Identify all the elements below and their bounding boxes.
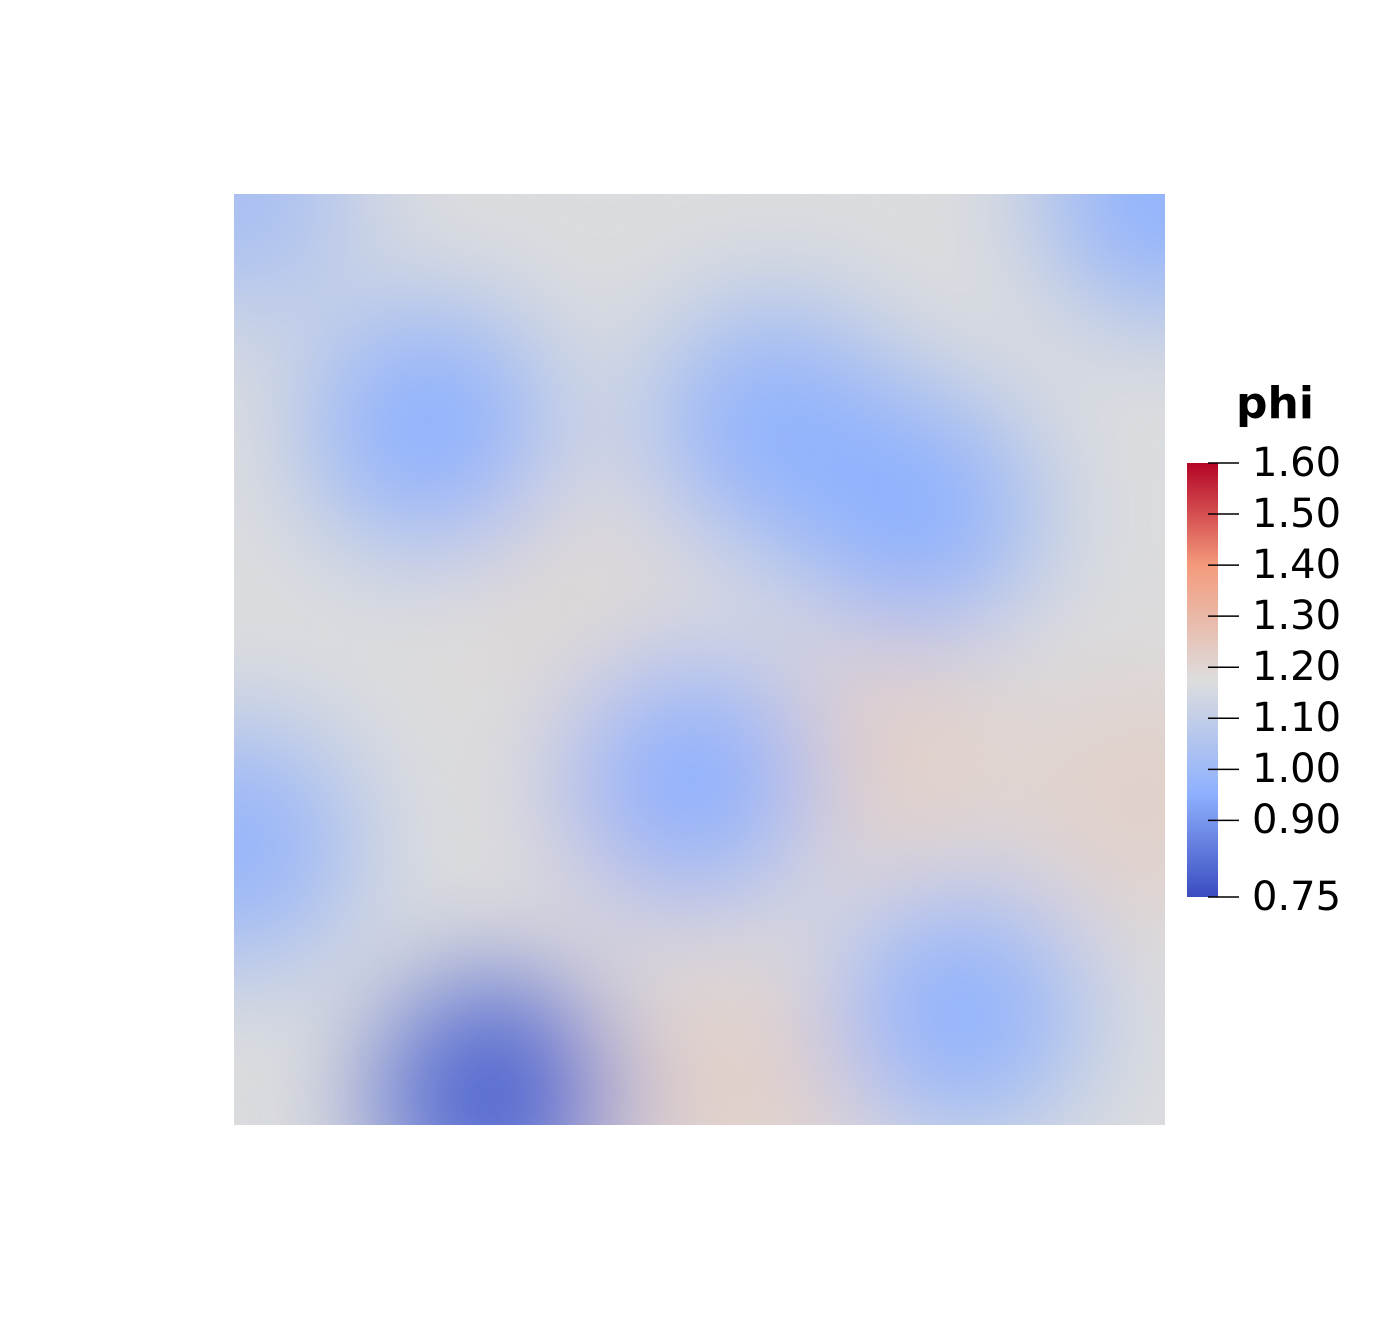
colorbar-tick-label: 1.60 <box>1252 440 1342 486</box>
field-trough-6 <box>234 725 354 966</box>
field-trough-7 <box>1045 194 1165 314</box>
field-peak-4 <box>1026 679 1165 920</box>
field-trough-8 <box>234 194 354 314</box>
field-trough-0 <box>309 306 550 547</box>
colorbar-tick-label: 1.00 <box>1252 746 1342 793</box>
field-trough-2 <box>793 390 1034 631</box>
colorbar-tick-label: 1.40 <box>1252 542 1342 589</box>
field-trough-5 <box>840 893 1081 1125</box>
field-trough-4 <box>374 977 615 1125</box>
colorbar-ticks <box>1208 462 1239 898</box>
colorbar-tick-label: 1.20 <box>1252 644 1342 691</box>
field-trough-3 <box>570 660 811 901</box>
colorbar-tick-label: 1.50 <box>1252 491 1342 538</box>
field-peak-3 <box>616 967 857 1125</box>
colorbar-tick-label: 1.10 <box>1252 695 1342 742</box>
colorbar-tick-label: 0.90 <box>1252 797 1342 844</box>
colorbar <box>1187 463 1218 897</box>
scalar-field-blobs <box>234 194 1165 1125</box>
colorbar-tick-label: 1.30 <box>1252 593 1342 640</box>
colorbar-tick-label: 0.75 <box>1252 874 1342 920</box>
field-peak-1 <box>765 632 1006 873</box>
colorbar-title: phi <box>1236 378 1314 429</box>
